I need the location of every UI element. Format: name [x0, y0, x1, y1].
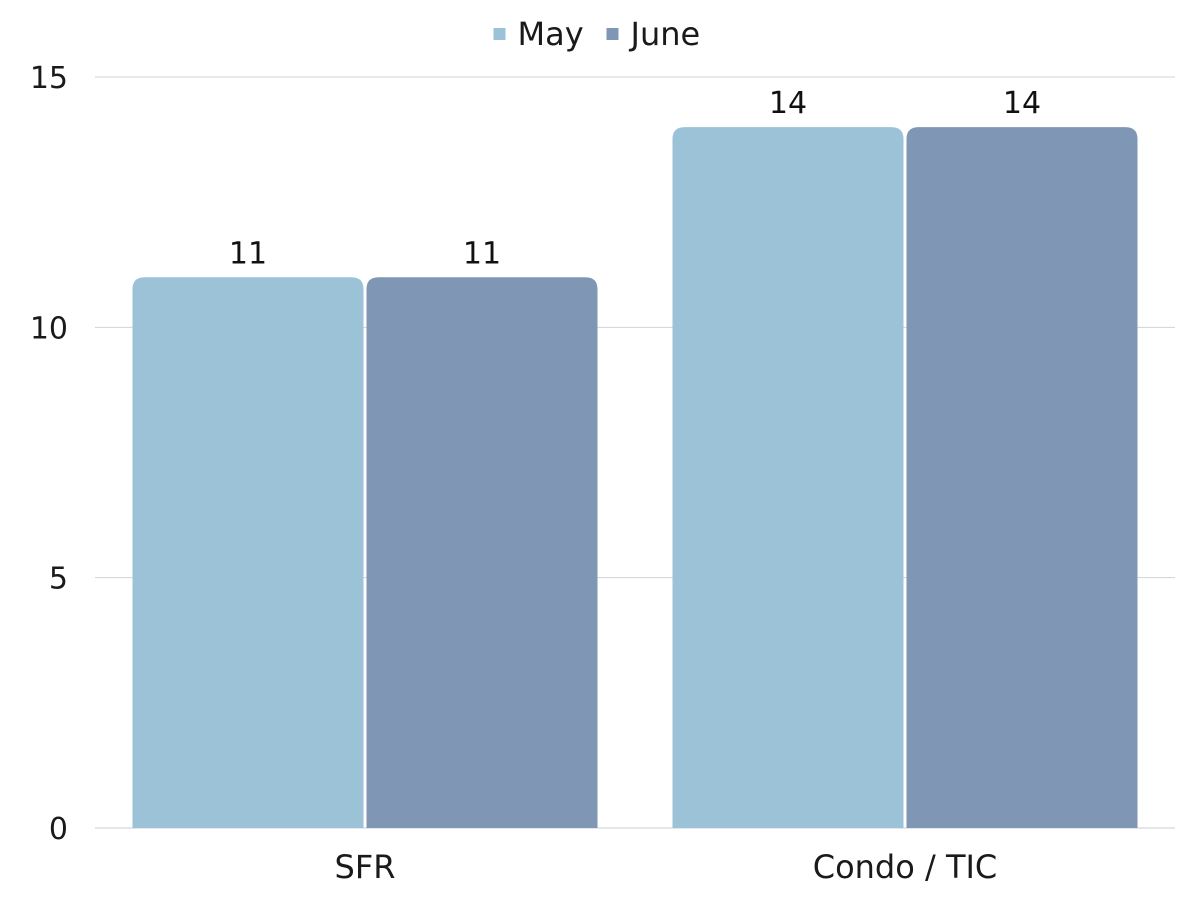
bars: [132, 127, 1138, 829]
legend-label-june: June: [629, 15, 701, 53]
data-labels: 11 11 14 14: [229, 86, 1041, 271]
data-label: 11: [463, 236, 501, 271]
x-category-label: Condo / TIC: [813, 848, 998, 886]
x-axis-labels: SFR Condo / TIC: [335, 848, 998, 886]
y-tick-label: 15: [30, 61, 68, 96]
bar-june-1: [906, 127, 1138, 829]
y-tick-label: 10: [30, 311, 68, 346]
y-tick-label: 5: [49, 562, 68, 597]
data-label: 14: [1003, 86, 1041, 121]
legend-label-may: May: [518, 15, 584, 53]
legend-swatch-may: [493, 28, 506, 40]
y-axis-ticks: 0 5 10 15: [30, 61, 68, 847]
y-tick-label: 0: [49, 812, 68, 847]
legend-swatch-june: [606, 28, 619, 40]
data-label: 14: [769, 86, 807, 121]
bar-may-1: [672, 127, 904, 829]
bar-may-0: [132, 277, 364, 828]
bar-june-0: [366, 277, 598, 828]
data-label: 11: [229, 236, 267, 271]
legend: May June: [493, 15, 701, 53]
x-category-label: SFR: [335, 848, 396, 886]
